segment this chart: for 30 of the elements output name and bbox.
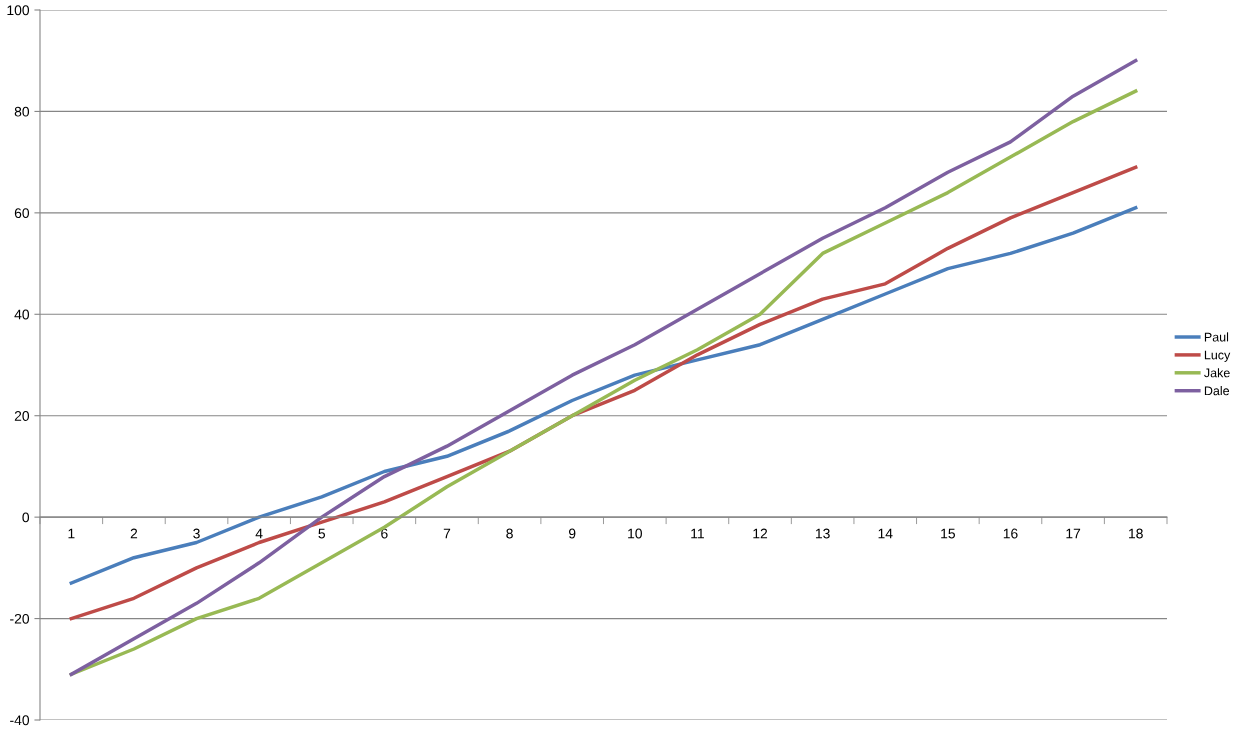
x-tick-label: 5 [318, 528, 326, 539]
legend-label: Lucy [1204, 350, 1231, 362]
y-tick-label: 100 [7, 5, 30, 16]
legend-label: Paul [1204, 332, 1229, 342]
x-tick-label: 4 [255, 528, 263, 539]
y-tick-label: 60 [14, 208, 30, 219]
x-tick-label: 10 [628, 528, 642, 539]
x-tick-label: 9 [568, 528, 576, 539]
x-tick-label: 6 [381, 528, 388, 539]
x-tick-label: 13 [815, 528, 830, 539]
y-tick-label: 0 [22, 512, 30, 523]
x-tick-label: 16 [1003, 528, 1018, 539]
x-tick-label: 14 [878, 528, 893, 539]
x-tick-label: 7 [443, 528, 451, 539]
x-tick-label: 18 [1129, 528, 1143, 539]
x-tick-label: 2 [130, 528, 138, 539]
y-tick-label: -20 [10, 613, 30, 624]
x-tick-label: 12 [753, 528, 768, 539]
x-tick-label: 15 [941, 528, 955, 539]
y-tick-label: -40 [10, 715, 30, 726]
x-tick-label: 17 [1066, 528, 1081, 539]
legend-label: Dale [1204, 386, 1230, 396]
y-tick-label: 80 [14, 106, 30, 117]
x-tick-label: 8 [506, 528, 513, 539]
x-tick-label: 11 [691, 528, 704, 539]
y-tick-label: 40 [14, 309, 30, 320]
y-tick-label: 20 [14, 411, 30, 421]
legend-label: Jake [1204, 368, 1230, 378]
x-tick-label: 3 [193, 528, 200, 539]
x-tick-label: 1 [68, 528, 75, 539]
